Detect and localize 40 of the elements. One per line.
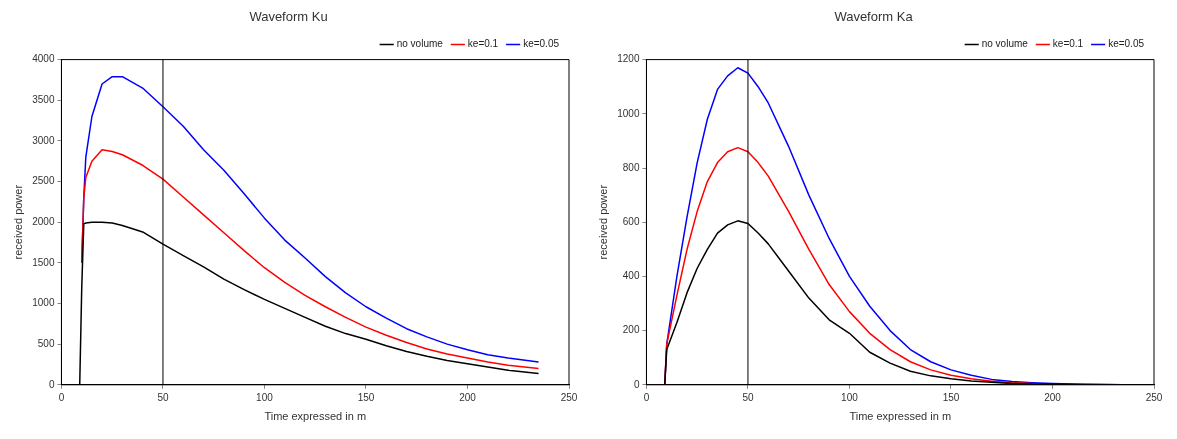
- x-axis-title: Time expressed in m: [849, 410, 952, 423]
- y-tick-label: 2500: [32, 175, 55, 187]
- legend-label: ke=0.1: [1052, 38, 1084, 50]
- y-tick-label: 1000: [617, 107, 640, 119]
- y-tick-label: 0: [48, 378, 55, 390]
- y-axis-title: received power: [11, 184, 24, 260]
- x-tick-label: 100: [256, 391, 274, 403]
- y-tick-label: 800: [622, 161, 640, 173]
- y-tick-label: 200: [622, 324, 640, 336]
- x-tick-label: 250: [560, 391, 578, 403]
- y-tick-label: 3500: [32, 94, 55, 105]
- x-tick-label: 0: [58, 391, 65, 403]
- x-tick-label: 250: [1145, 391, 1163, 403]
- x-tick-label: 200: [1044, 391, 1062, 403]
- chart-title: Waveform Ku: [249, 9, 328, 25]
- y-axis-title: received power: [596, 184, 609, 260]
- y-tick-label: 0: [633, 378, 640, 390]
- y-tick-label: 400: [622, 270, 640, 282]
- y-tick-label: 2000: [32, 215, 55, 227]
- x-tick-label: 50: [157, 391, 169, 403]
- y-tick-label: 4000: [32, 53, 55, 65]
- y-tick-label: 1000: [32, 297, 55, 309]
- legend-label: ke=0.05: [523, 38, 560, 50]
- y-tick-label: 500: [37, 337, 55, 349]
- legend-label: no volume: [396, 38, 444, 50]
- x-tick-label: 0: [643, 391, 650, 403]
- legend-label: no volume: [981, 38, 1029, 50]
- y-tick-label: 3000: [32, 134, 55, 146]
- x-tick-label: 150: [357, 391, 375, 403]
- x-tick-label: 200: [459, 391, 477, 403]
- chart-title: Waveform Ka: [834, 9, 914, 25]
- y-tick-label: 600: [622, 215, 640, 227]
- y-tick-label: 1500: [32, 256, 55, 268]
- x-axis-title: Time expressed in m: [264, 410, 367, 423]
- legend-label: ke=0.1: [467, 38, 499, 50]
- x-tick-label: 50: [742, 391, 754, 403]
- x-tick-label: 100: [841, 391, 859, 403]
- x-tick-label: 150: [942, 391, 960, 403]
- y-tick-label: 1200: [617, 53, 640, 65]
- legend-label: ke=0.05: [1108, 38, 1145, 50]
